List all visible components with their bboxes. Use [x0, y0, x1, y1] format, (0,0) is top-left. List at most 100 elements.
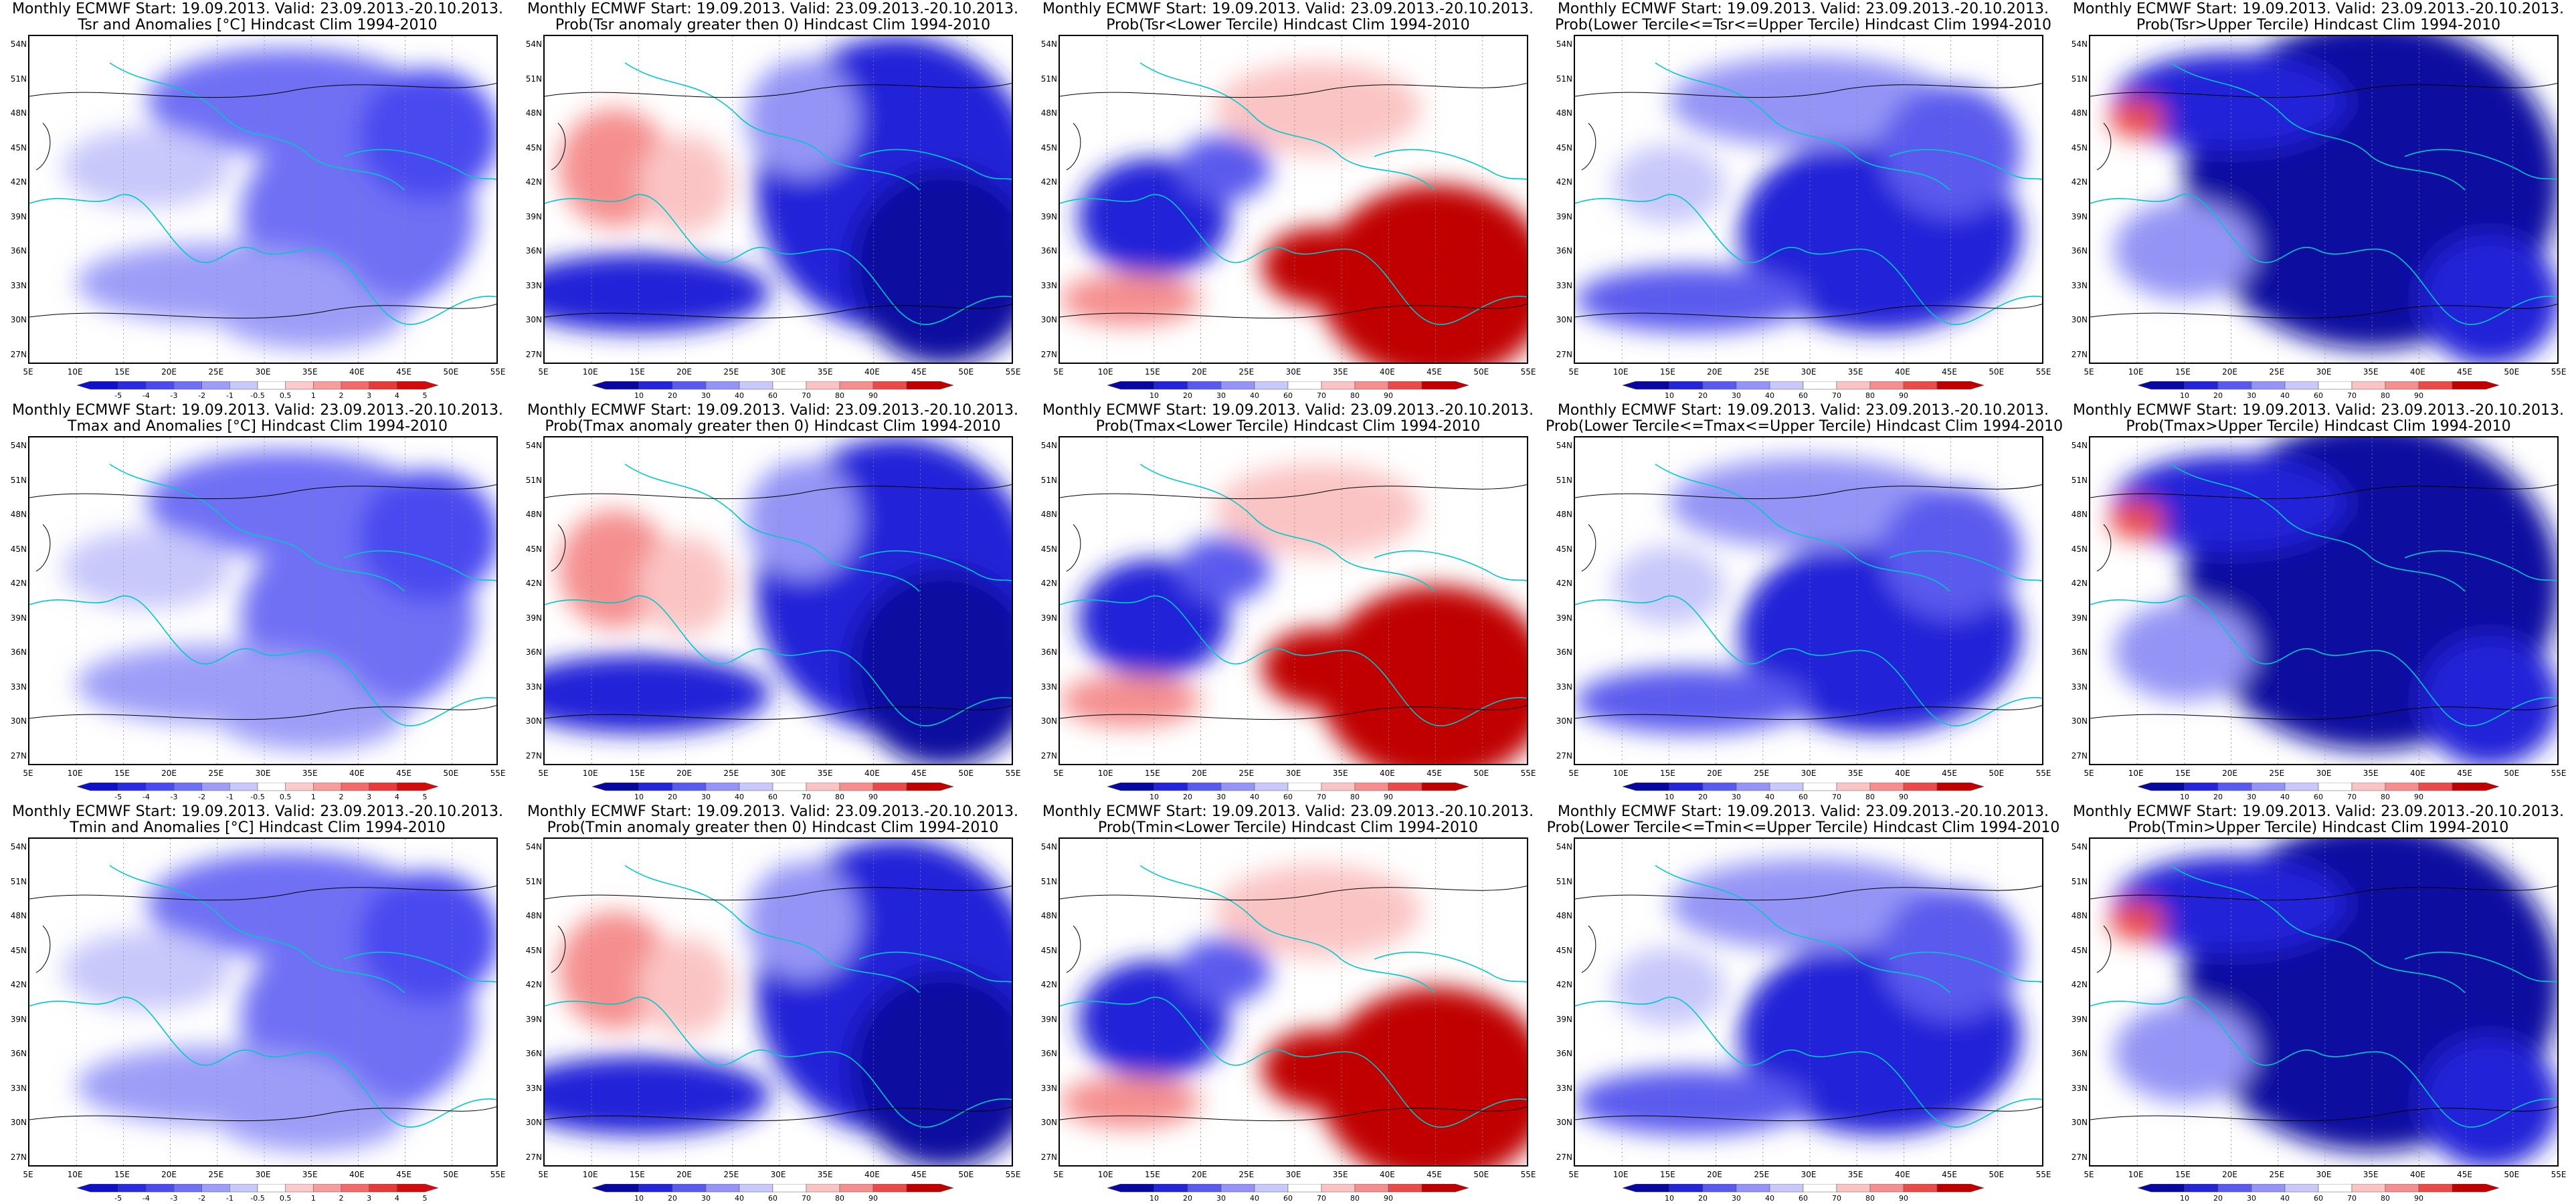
lon-tick-label: 30E [1285, 1170, 1301, 1179]
colorbar-swatch [173, 783, 202, 791]
lon-tick-label: 30E [2316, 1170, 2332, 1179]
colorbar-swatch [1903, 783, 1938, 791]
lat-tick-label: 27N [10, 1152, 27, 1162]
map-field [2090, 822, 2560, 1168]
colorbar-label: 10 [2180, 793, 2189, 800]
colorbar-label: -5 [114, 1194, 122, 1201]
colorbar-label: -2 [198, 1194, 205, 1201]
lon-tick-label: 55E [490, 367, 506, 377]
probability-shading [2109, 98, 2166, 138]
colorbar-label: 30 [701, 1194, 711, 1201]
probability-shading [1669, 858, 1951, 951]
lon-tick-label: 15E [114, 1170, 130, 1179]
lat-tick-label: 33N [2071, 280, 2088, 290]
lon-tick-label: 35E [302, 1170, 318, 1179]
colorbar-label: 30 [2247, 793, 2256, 800]
map-field [1059, 36, 1554, 382]
colorbar-label: 4 [395, 391, 399, 399]
lat-tick-label: 36N [2071, 1049, 2088, 1059]
lat-tick-label: 48N [10, 108, 27, 118]
colorbar-label: 20 [1698, 793, 1708, 800]
colorbar-swatch [806, 783, 840, 791]
map-panel: Monthly ECMWF Start: 19.09.2013. Valid: … [1546, 0, 2061, 401]
lat-tick-label: 54N [2071, 842, 2088, 851]
colorbar-swatch [146, 783, 175, 791]
colorbar-swatch [672, 1184, 707, 1193]
colorbar-label: 60 [2314, 1194, 2323, 1201]
lat-tick-label: 51N [2071, 74, 2088, 84]
colorbar-swatch [285, 1184, 314, 1193]
colorbar-label: 80 [2381, 391, 2390, 399]
coastline [1574, 62, 2044, 325]
lat-tick-label: 36N [525, 1049, 542, 1059]
lon-tick-label: 55E [2035, 769, 2051, 778]
panel-title: Monthly ECMWF Start: 19.09.2013. Valid: … [2072, 402, 2565, 419]
lat-tick-label: 33N [1040, 1083, 1057, 1093]
probability-shading [507, 1056, 770, 1135]
lon-tick-label: 30E [255, 769, 271, 778]
colorbar-label: 40 [2280, 391, 2290, 399]
colorbar-swatch [2217, 381, 2252, 390]
lon-tick-label: 55E [1520, 1170, 1536, 1179]
probability-shading [507, 253, 770, 332]
probability-shading [2114, 454, 2349, 553]
lon-tick-label: 5E [2084, 1170, 2094, 1179]
probability-shading [1060, 1076, 1201, 1128]
colorbar-swatch [906, 381, 954, 390]
colorbar-swatch [1736, 381, 1770, 390]
colorbar-label: 20 [2213, 391, 2223, 399]
probability-shading [850, 569, 1038, 767]
colorbar-label: 90 [868, 391, 878, 399]
lon-tick-label: 5E [538, 367, 549, 377]
probability-shading [217, 283, 405, 349]
colorbar-swatch [1769, 381, 1804, 390]
lon-tick-label: 50E [1989, 769, 2005, 778]
colorbar-label: 20 [668, 1194, 677, 1201]
lat-tick-label: 51N [10, 475, 27, 485]
colorbar-label: 70 [1317, 1194, 1326, 1201]
lat-tick-label: 30N [2071, 1118, 2088, 1128]
lat-tick-label: 36N [1556, 1049, 1572, 1059]
coastline [29, 464, 498, 726]
colorbar-swatch [1421, 1184, 1469, 1193]
colorbar-swatch [341, 381, 369, 390]
coastline [2090, 464, 2559, 726]
probability-shading [746, 460, 860, 579]
colorbar-swatch [1421, 381, 1469, 390]
colorbar-label: 80 [1350, 1194, 1360, 1201]
coastline [544, 865, 1014, 1128]
lon-tick-label: 15E [1659, 1170, 1675, 1179]
colorbar-label: 60 [2314, 793, 2323, 800]
colorbar: 10 20 30 40 60 70 80 90 [1622, 1184, 1985, 1201]
lon-tick-label: 50E [1989, 1170, 2005, 1179]
colorbar-label: -0.5 [250, 793, 264, 800]
colorbar-label: 0.5 [280, 1194, 292, 1201]
lon-tick-label: 25E [208, 1170, 224, 1179]
colorbar-label: 70 [2347, 793, 2357, 800]
temperature-contour [1574, 82, 2044, 319]
lat-tick-label: 45N [525, 945, 542, 955]
lat-tick-label: 48N [525, 108, 542, 118]
colorbar-label: 40 [735, 1194, 744, 1201]
panel-title: Monthly ECMWF Start: 19.09.2013. Valid: … [1557, 402, 2049, 419]
colorbar-swatch [1803, 381, 1837, 390]
colorbar-label: 90 [1384, 391, 1393, 399]
colorbar-swatch [173, 1184, 202, 1193]
panel-title: Monthly ECMWF Start: 19.09.2013. Valid: … [2072, 1, 2565, 17]
colorbar-swatch [146, 1184, 175, 1193]
lon-tick-label: 55E [490, 1170, 506, 1179]
panel-subtitle: Prob(Tmax<Lower Tercile) Hindcast Clim 1… [1095, 418, 1481, 435]
colorbar-label: 90 [2414, 1194, 2423, 1201]
map-panel: Monthly ECMWF Start: 19.09.2013. Valid: … [0, 401, 515, 803]
probability-shading [638, 536, 733, 635]
colorbar-label: 20 [668, 793, 677, 800]
lat-tick-label: 51N [10, 74, 27, 84]
map-field [29, 839, 499, 1168]
lat-tick-label: 45N [2071, 142, 2088, 153]
lat-tick-label: 45N [2071, 945, 2088, 955]
lat-tick-label: 45N [1040, 544, 1057, 554]
colorbar-label: 80 [835, 391, 844, 399]
lon-tick-label: 25E [723, 769, 739, 778]
lon-tick-label: 35E [1847, 367, 1863, 377]
lat-tick-label: 30N [2071, 716, 2088, 726]
